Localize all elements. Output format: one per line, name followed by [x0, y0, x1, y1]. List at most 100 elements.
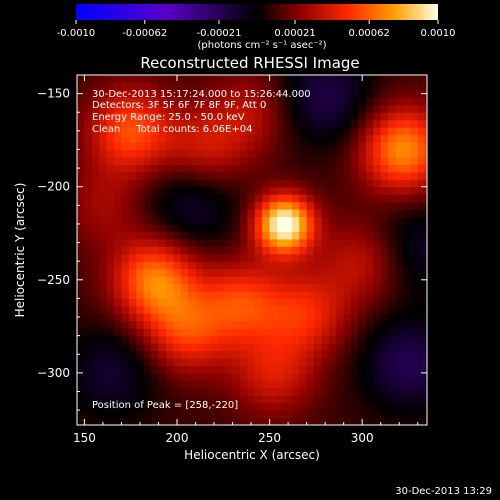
plot-frame — [76, 74, 428, 426]
heatmap-cell — [232, 75, 241, 84]
heatmap-cell — [225, 186, 234, 195]
heatmap-cell — [336, 328, 345, 337]
heatmap-cell — [121, 313, 130, 322]
heatmap-cell — [165, 223, 174, 232]
heatmap-cell — [410, 231, 419, 240]
heatmap-cell — [247, 283, 256, 292]
heatmap-cell — [388, 298, 397, 307]
heatmap-cell — [165, 112, 174, 121]
heatmap-cell — [380, 164, 389, 173]
heatmap-cell — [158, 402, 167, 411]
heatmap-cell — [225, 104, 234, 113]
heatmap-cell — [299, 171, 308, 180]
heatmap-cell — [358, 357, 367, 367]
heatmap-cell — [202, 402, 211, 411]
heatmap-cell — [158, 201, 167, 210]
heatmap-cell — [388, 276, 397, 285]
heatmap-cell — [321, 82, 330, 91]
heatmap-cell — [106, 156, 115, 165]
heatmap-cell — [143, 164, 152, 173]
heatmap-cell — [106, 395, 115, 404]
heatmap-cell — [202, 261, 211, 270]
heatmap-cell — [195, 104, 204, 113]
heatmap-cell — [351, 350, 360, 359]
heatmap-cell — [210, 171, 219, 180]
heatmap-cell — [410, 75, 419, 84]
heatmap-cell — [91, 89, 100, 98]
heatmap-cell — [425, 261, 427, 270]
heatmap-cell — [254, 164, 263, 173]
heatmap-cell — [314, 372, 323, 381]
heatmap-cell — [165, 209, 174, 218]
heatmap-cell — [77, 320, 86, 329]
heatmap-cell — [158, 223, 167, 232]
heatmap-cell — [165, 395, 174, 404]
heatmap-cell — [210, 156, 219, 165]
heatmap-cell — [269, 343, 278, 352]
heatmap-cell — [321, 335, 330, 344]
heatmap-cell — [388, 75, 397, 84]
heatmap-cell — [84, 417, 93, 425]
heatmap-cell — [291, 127, 300, 136]
heatmap-cell — [284, 410, 293, 419]
heatmap-cell — [247, 380, 256, 389]
x-tick-label: 300 — [351, 431, 374, 445]
heatmap-cell — [232, 186, 241, 195]
heatmap-cell — [91, 387, 100, 396]
heatmap-cell — [284, 119, 293, 128]
heatmap-cell — [373, 223, 382, 232]
heatmap-cell — [77, 194, 86, 203]
heatmap-cell — [158, 119, 167, 128]
heatmap-cell — [351, 372, 360, 381]
heatmap-cell — [351, 216, 360, 225]
heatmap-cell — [239, 335, 248, 344]
heatmap-cell — [388, 290, 397, 300]
heatmap-cell — [121, 387, 130, 396]
heatmap-cell — [202, 164, 211, 173]
heatmap-cell — [84, 231, 93, 240]
heatmap-cell — [202, 186, 211, 195]
heatmap-cell — [217, 365, 226, 374]
heatmap-cell — [232, 201, 241, 210]
heatmap-cell — [143, 223, 152, 232]
heatmap-cell — [106, 231, 115, 240]
heatmap-cell — [180, 343, 189, 352]
heatmap-cell — [269, 417, 278, 425]
heatmap-cell — [417, 223, 426, 232]
heatmap-cell — [225, 246, 234, 255]
heatmap-cell — [180, 365, 189, 374]
heatmap-cell — [151, 171, 160, 180]
heatmap-cell — [180, 142, 189, 151]
heatmap-cell — [262, 201, 271, 210]
heatmap-cell — [306, 328, 315, 337]
heatmap-cell — [232, 283, 241, 292]
heatmap-cell — [373, 410, 382, 419]
heatmap-cell — [358, 290, 367, 300]
heatmap-cell — [395, 209, 404, 218]
heatmap-cell — [247, 223, 256, 232]
heatmap-cell — [99, 149, 108, 158]
heatmap-cell — [247, 231, 256, 240]
heatmap-cell — [388, 380, 397, 389]
heatmap-cell — [210, 365, 219, 374]
heatmap-cell — [232, 335, 241, 344]
heatmap-cell — [254, 142, 263, 151]
heatmap-cell — [91, 142, 100, 151]
heatmap-cell — [358, 201, 367, 210]
heatmap-cell — [321, 365, 330, 374]
heatmap-cell — [402, 395, 411, 404]
heatmap-cell — [277, 104, 286, 113]
heatmap-cell — [188, 75, 197, 84]
heatmap-cell — [314, 357, 323, 367]
heatmap-cell — [195, 328, 204, 337]
heatmap-cell — [425, 119, 427, 128]
heatmap-cell — [173, 238, 182, 247]
heatmap-cell — [365, 305, 374, 314]
heatmap-cell — [314, 186, 323, 195]
heatmap-cell — [165, 298, 174, 307]
heatmap-cell — [77, 231, 86, 240]
heatmap-cell — [328, 395, 337, 404]
heatmap-cell — [247, 253, 256, 262]
heatmap-cell — [365, 357, 374, 367]
heatmap-cell — [299, 320, 308, 329]
